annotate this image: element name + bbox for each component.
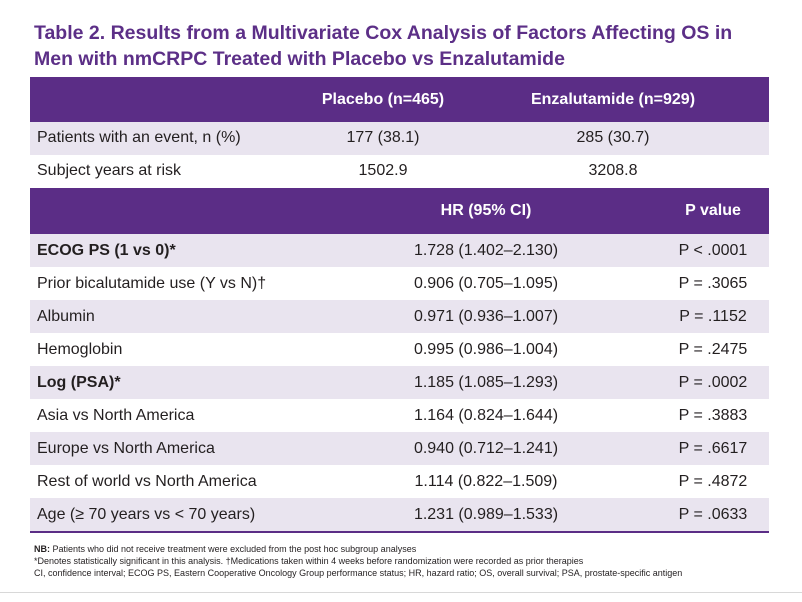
table-row: ECOG PS (1 vs 0)* 1.728 (1.402–2.130) P …	[30, 234, 769, 267]
table-row: Hemoglobin 0.995 (0.986–1.004) P = .2475	[30, 333, 769, 366]
footnote-abbreviations: CI, confidence interval; ECOG PS, Easter…	[34, 568, 683, 578]
p-value: P = .2475	[678, 341, 748, 358]
factor-label: Europe vs North America	[37, 440, 215, 457]
factor-label: Hemoglobin	[37, 341, 123, 358]
factor-label: Albumin	[37, 308, 95, 325]
p-value-column-header: P value	[685, 202, 741, 219]
p-value: P = .0633	[678, 506, 748, 523]
footnotes: NB: Patients who did not receive treatme…	[34, 543, 794, 579]
enzalutamide-value: 285 (30.7)	[576, 129, 650, 146]
summary-row: Patients with an event, n (%) 177 (38.1)…	[30, 122, 769, 155]
nb-label: NB:	[34, 544, 50, 554]
enzalutamide-value: 3208.8	[588, 162, 638, 179]
factor-label: ECOG PS (1 vs 0)*	[37, 242, 176, 259]
cox-header-row: HR (95% CI) P value	[30, 188, 769, 234]
p-value: P < .0001	[678, 242, 748, 259]
p-value: P = .6617	[678, 440, 748, 457]
title-line-1: Table 2. Results from a Multivariate Cox…	[34, 22, 733, 44]
hazard-ratio: 1.728 (1.402–2.130)	[413, 242, 559, 259]
factor-label: Rest of world vs North America	[37, 473, 257, 490]
nb-text: Patients who did not receive treatment w…	[50, 544, 417, 554]
placebo-column-header: Placebo (n=465)	[321, 91, 445, 108]
placebo-value: 1502.9	[358, 162, 408, 179]
footnote-significance: *Denotes statistically significant in th…	[34, 556, 584, 566]
factor-label: Age (≥ 70 years vs < 70 years)	[37, 506, 256, 523]
hazard-ratio: 0.940 (0.712–1.241)	[413, 440, 559, 457]
hazard-ratio: 1.114 (0.822–1.509)	[414, 473, 558, 490]
row-label: Subject years at risk	[37, 162, 182, 179]
page-divider	[0, 592, 802, 593]
footnote-nb: NB: Patients who did not receive treatme…	[34, 543, 794, 555]
hazard-ratio: 0.971 (0.936–1.007)	[413, 308, 559, 325]
hr-column-header: HR (95% CI)	[440, 202, 532, 219]
hazard-ratio: 0.995 (0.986–1.004)	[413, 341, 559, 358]
table-row: Rest of world vs North America 1.114 (0.…	[30, 465, 769, 498]
table-row: Asia vs North America 1.164 (0.824–1.644…	[30, 399, 769, 432]
table-bottom-rule	[30, 531, 769, 533]
table-row: Albumin 0.971 (0.936–1.007) P = .1152	[30, 300, 769, 333]
summary-header-row: Placebo (n=465) Enzalutamide (n=929)	[30, 77, 769, 122]
enzalutamide-column-header: Enzalutamide (n=929)	[530, 91, 696, 108]
p-value: P = .3883	[678, 407, 748, 424]
factor-label: Prior bicalutamide use (Y vs N)†	[37, 275, 267, 292]
p-value: P = .4872	[678, 473, 748, 490]
table-row: Log (PSA)* 1.185 (1.085–1.293) P = .0002	[30, 366, 769, 399]
placebo-value: 177 (38.1)	[346, 129, 420, 146]
hazard-ratio: 1.185 (1.085–1.293)	[413, 374, 559, 391]
row-label: Patients with an event, n (%)	[37, 129, 241, 146]
p-value: P = .1152	[679, 308, 747, 325]
factor-label: Asia vs North America	[37, 407, 195, 424]
table-row: Age (≥ 70 years vs < 70 years) 1.231 (0.…	[30, 498, 769, 531]
table-title: Table 2. Results from a Multivariate Cox…	[34, 20, 774, 72]
hazard-ratio: 0.906 (0.705–1.095)	[413, 275, 559, 292]
hazard-ratio: 1.164 (0.824–1.644)	[413, 407, 559, 424]
p-value: P = .3065	[678, 275, 748, 292]
title-line-2: Men with nmCRPC Treated with Placebo vs …	[34, 48, 565, 70]
table-row: Prior bicalutamide use (Y vs N)† 0.906 (…	[30, 267, 769, 300]
factor-label: Log (PSA)*	[37, 374, 121, 391]
table-row: Europe vs North America 0.940 (0.712–1.2…	[30, 432, 769, 465]
results-table: Placebo (n=465) Enzalutamide (n=929) Pat…	[30, 77, 769, 533]
summary-row: Subject years at risk 1502.9 3208.8	[30, 155, 769, 188]
p-value: P = .0002	[678, 374, 748, 391]
hazard-ratio: 1.231 (0.989–1.533)	[413, 506, 559, 523]
